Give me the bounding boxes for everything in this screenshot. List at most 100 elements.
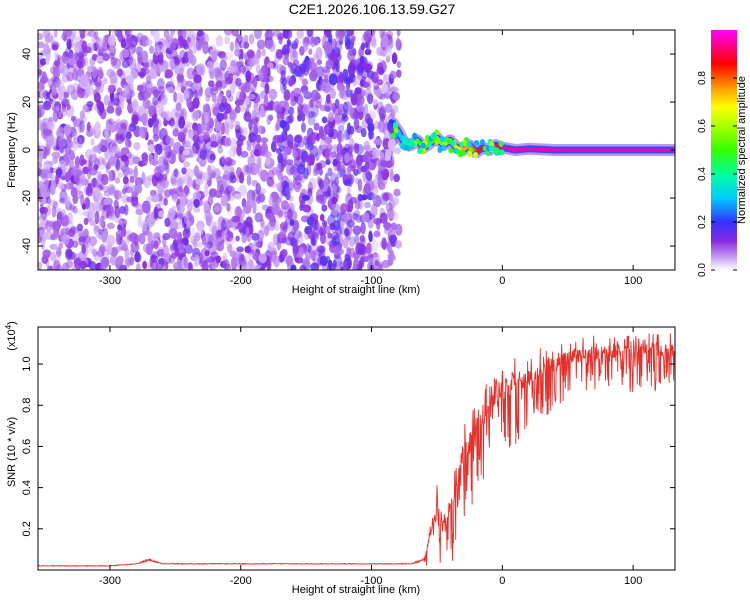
noise-blob [77, 86, 86, 99]
noise-blob [374, 259, 379, 266]
noise-blob [290, 163, 299, 175]
noise-blob [307, 245, 313, 254]
noise-blob [149, 260, 159, 270]
noise-blob [220, 54, 228, 62]
noise-blob [348, 125, 355, 135]
noise-blob [128, 123, 137, 132]
noise-blob [376, 66, 385, 75]
noise-blob [64, 182, 74, 190]
noise-blob [234, 105, 241, 114]
noise-blob [193, 126, 200, 138]
noise-blob [385, 30, 394, 39]
noise-blob [158, 258, 165, 265]
noise-blob [393, 190, 401, 197]
y-tick-label: 0.8 [21, 398, 33, 413]
noise-blob [62, 234, 70, 246]
noise-blob [79, 120, 85, 133]
noise-blob [88, 104, 93, 112]
noise-blob [197, 223, 204, 236]
noise-blob [176, 258, 181, 270]
noise-blob [91, 66, 98, 79]
noise-blob [363, 182, 372, 195]
noise-blob [86, 83, 94, 96]
noise-blob [379, 113, 386, 123]
noise-blob [343, 129, 351, 141]
noise-blob [282, 57, 290, 66]
noise-blob [174, 64, 180, 75]
noise-blob [173, 168, 179, 178]
noise-blob [43, 43, 50, 56]
noise-blob [107, 84, 114, 94]
noise-blob [49, 251, 57, 262]
x-tick-label: -300 [99, 275, 121, 287]
noise-blob [395, 69, 402, 78]
noise-blob [313, 37, 319, 46]
noise-blob [120, 227, 127, 237]
noise-blob [308, 48, 313, 55]
snr-panel: -300 -200 -100 0 100 0.2 0.4 0.6 0.8 1.0 Height … [4, 321, 676, 596]
noise-blob [77, 137, 83, 149]
noise-blob [300, 111, 306, 122]
noise-blob [318, 168, 323, 176]
noise-blob [158, 58, 164, 66]
noise-blob [181, 167, 187, 175]
noise-blob [216, 136, 223, 149]
noise-blob [38, 118, 43, 131]
noise-blob [363, 140, 370, 151]
noise-blob [175, 92, 184, 105]
signal-blob [392, 121, 398, 128]
noise-blob [229, 62, 239, 74]
noise-blob [158, 210, 164, 218]
noise-blob [48, 137, 57, 149]
noise-blob [294, 174, 302, 186]
y-tick-label: 1.0 [21, 356, 33, 371]
noise-blob [332, 264, 341, 270]
noise-blob [259, 187, 267, 195]
snr-y-scale-exp: 4 [4, 324, 13, 329]
noise-blob [345, 127, 353, 140]
noise-blob [38, 167, 43, 177]
snr-x-ticks: -300 -200 -100 0 100 [99, 327, 642, 587]
noise-blob [174, 111, 181, 118]
signal-blob [420, 142, 426, 149]
noise-blob [325, 135, 333, 145]
noise-blob [187, 261, 193, 270]
noise-blob [42, 218, 49, 230]
noise-blob [182, 30, 187, 40]
noise-blob [91, 177, 97, 189]
noise-blob [197, 135, 205, 144]
noise-blob [239, 209, 245, 218]
noise-blob [51, 75, 57, 85]
noise-blob [380, 160, 388, 168]
noise-blob [41, 196, 47, 204]
noise-blob [307, 111, 317, 118]
noise-blob [303, 43, 309, 52]
noise-blob [155, 90, 165, 101]
noise-blob [94, 211, 100, 225]
noise-blob [102, 77, 108, 85]
noise-blob [64, 195, 71, 208]
noise-blob [98, 46, 104, 59]
signal-blob [466, 141, 472, 148]
noise-blob [382, 193, 390, 202]
noise-blob [270, 250, 279, 258]
signal-blob [467, 151, 473, 158]
noise-blob [61, 208, 67, 217]
noise-blob [42, 100, 52, 111]
noise-blob [391, 196, 400, 206]
noise-blob [274, 104, 282, 114]
noise-blob [176, 72, 184, 83]
noise-blob [211, 225, 218, 239]
noise-blob [124, 138, 132, 149]
noise-blob [338, 103, 345, 113]
noise-blob [124, 128, 132, 141]
noise-blob [336, 145, 346, 158]
noise-blob [111, 30, 118, 37]
noise-blob [337, 161, 345, 175]
noise-blob [177, 231, 183, 245]
noise-blob [172, 128, 179, 137]
noise-blob [250, 121, 259, 129]
noise-blob [224, 51, 234, 62]
noise-blob [306, 30, 314, 38]
noise-blob [366, 242, 372, 254]
